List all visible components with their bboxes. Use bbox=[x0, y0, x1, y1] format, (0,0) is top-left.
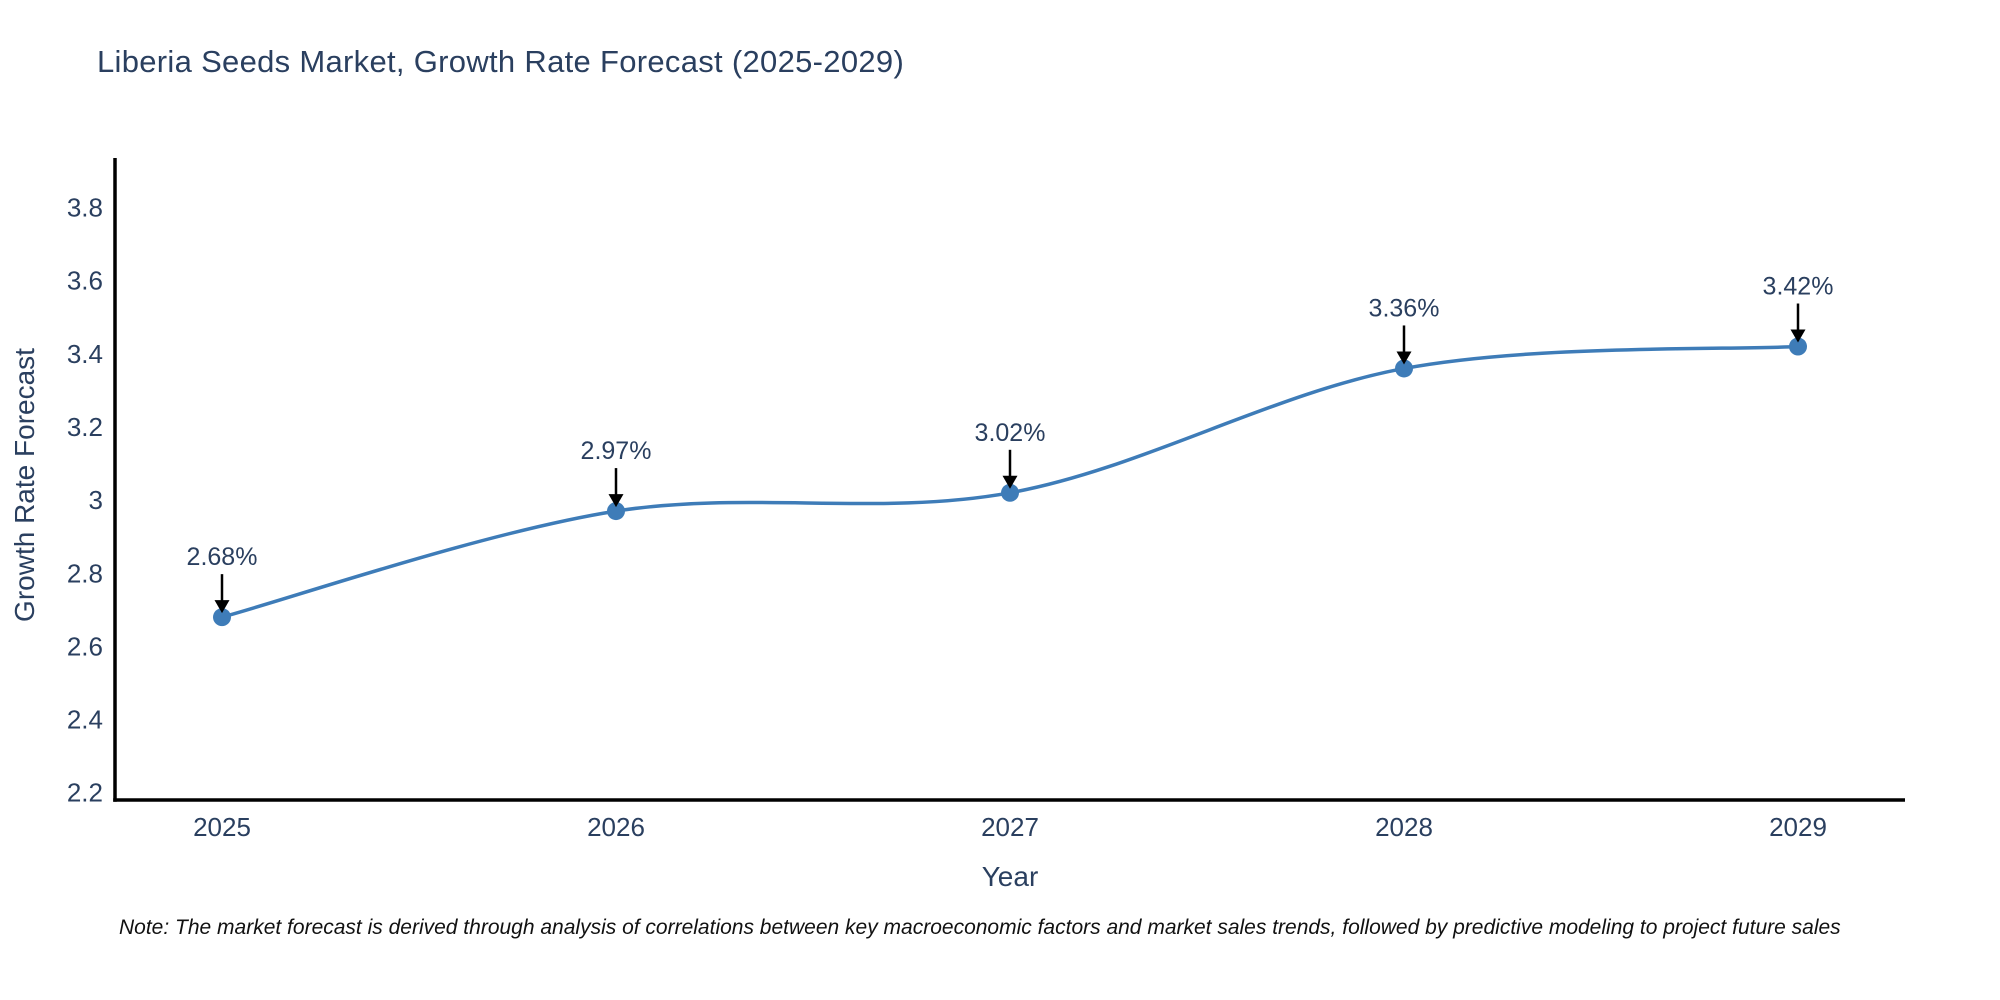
x-tick-label: 2025 bbox=[193, 812, 251, 842]
y-tick-labels: 2.2 2.4 2.6 2.8 3 3.2 3.4 3.6 3.8 bbox=[67, 193, 103, 808]
y-tick-label: 3.6 bbox=[67, 266, 103, 296]
y-tick-label: 2.6 bbox=[67, 631, 103, 661]
x-tick-label: 2029 bbox=[1769, 812, 1827, 842]
data-point-marker bbox=[1395, 359, 1413, 378]
annotations: 2.68% 2.97% 3.02% 3.36% 3.42% bbox=[187, 273, 1834, 614]
annotation-arrowhead-icon bbox=[214, 600, 230, 614]
annotation-arrowhead-icon bbox=[1002, 475, 1018, 489]
x-tick-label: 2027 bbox=[981, 812, 1039, 842]
chart-title: Liberia Seeds Market, Growth Rate Foreca… bbox=[97, 44, 905, 79]
x-tick-label: 2026 bbox=[587, 812, 645, 842]
data-point-marker bbox=[213, 608, 231, 627]
point-value-label: 3.42% bbox=[1763, 273, 1834, 301]
point-value-label: 2.68% bbox=[187, 543, 258, 571]
y-tick-label: 3.4 bbox=[67, 339, 103, 369]
series-group bbox=[213, 337, 1807, 627]
x-axis-title: Year bbox=[982, 861, 1039, 892]
y-tick-label: 3 bbox=[89, 485, 103, 515]
data-point-marker bbox=[607, 502, 625, 521]
annotation-arrowhead-icon bbox=[608, 494, 624, 508]
x-tick-label: 2028 bbox=[1375, 812, 1433, 842]
point-value-label: 3.02% bbox=[975, 419, 1046, 447]
y-tick-label: 3.2 bbox=[67, 412, 103, 442]
y-axis-title: Growth Rate Forecast bbox=[9, 348, 40, 622]
footnote: Note: The market forecast is derived thr… bbox=[119, 916, 1841, 939]
data-point-marker bbox=[1789, 337, 1807, 356]
x-tick-labels: 2025 2026 2027 2028 2029 bbox=[193, 812, 1827, 842]
annotation-arrowhead-icon bbox=[1790, 329, 1806, 343]
annotation-arrowhead-icon bbox=[1396, 351, 1412, 365]
y-tick-label: 2.8 bbox=[67, 558, 103, 588]
data-point-marker bbox=[1001, 483, 1019, 502]
point-value-label: 3.36% bbox=[1369, 294, 1440, 322]
y-tick-label: 2.2 bbox=[67, 778, 103, 808]
point-value-label: 2.97% bbox=[581, 437, 652, 465]
y-tick-label: 2.4 bbox=[67, 705, 103, 735]
y-tick-label: 3.8 bbox=[67, 193, 103, 223]
